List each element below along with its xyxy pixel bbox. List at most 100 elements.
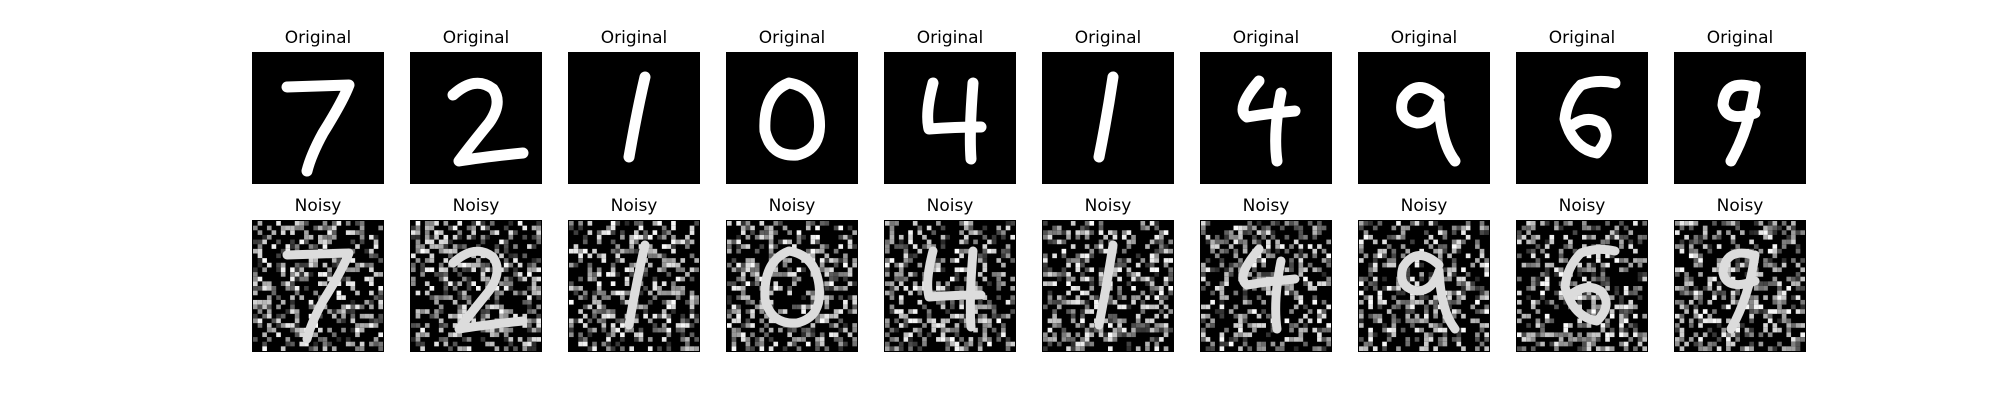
noise-pixel: [318, 225, 323, 231]
noise-pixel: [304, 276, 309, 282]
noise-pixel: [1540, 290, 1545, 296]
noise-pixel: [359, 346, 365, 351]
noise-pixel: [657, 327, 662, 333]
noise-pixel: [1289, 286, 1294, 291]
noise-pixel: [1061, 248, 1067, 254]
noise-pixel: [434, 230, 439, 235]
noise-pixel: [1266, 286, 1271, 291]
noise-pixel: [1052, 318, 1057, 324]
noise-pixel: [1763, 313, 1768, 319]
noise-pixel: [253, 225, 258, 231]
digit-image: [1200, 52, 1332, 184]
noise-pixel: [1154, 327, 1160, 333]
noise-pixel: [1214, 286, 1220, 291]
noise-pixel: [1437, 253, 1443, 259]
noise-pixel: [815, 341, 820, 347]
noise-pixel: [434, 341, 439, 347]
noise-pixel: [355, 323, 360, 328]
noise-pixel: [606, 313, 611, 319]
noise-pixel: [796, 267, 802, 273]
noise-pixel: [792, 327, 797, 333]
noise-pixel: [424, 309, 430, 314]
noise-pixel: [1070, 309, 1076, 314]
noise-pixel: [1530, 346, 1536, 351]
noise-pixel: [847, 225, 853, 231]
noise-pixel: [1791, 323, 1796, 328]
noise-pixel: [620, 248, 625, 254]
noise-pixel: [1777, 267, 1782, 273]
noise-pixel: [1447, 253, 1452, 259]
noise-pixel: [963, 239, 969, 245]
noise-pixel: [476, 262, 481, 268]
noise-pixel: [936, 281, 941, 286]
noise-pixel: [1410, 318, 1415, 324]
noise-pixel: [977, 346, 983, 351]
noise-pixel: [522, 346, 528, 351]
noise-pixel: [336, 290, 342, 296]
noise-pixel: [764, 332, 769, 338]
noise-pixel: [1475, 299, 1480, 305]
noise-pixel: [1089, 323, 1095, 328]
noise-pixel: [359, 225, 365, 231]
noise-pixel: [443, 286, 449, 291]
noise-pixel: [1424, 304, 1429, 310]
noise-pixel: [503, 225, 509, 231]
noise-pixel: [508, 221, 514, 226]
noise-pixel: [759, 327, 765, 333]
noise-pixel: [1298, 267, 1304, 273]
noise-pixel: [457, 313, 463, 319]
noise-pixel: [1359, 290, 1364, 296]
noise-pixel: [471, 281, 476, 286]
noise-pixel: [1777, 286, 1782, 291]
noise-pixel: [833, 286, 839, 291]
noise-pixel: [1145, 244, 1150, 249]
noise-pixel: [1795, 281, 1801, 286]
noise-pixel: [1517, 276, 1522, 282]
noise-pixel: [1688, 290, 1694, 296]
noise-pixel: [1359, 323, 1364, 328]
digit-stroke: [1271, 256, 1286, 334]
noise-pixel: [982, 225, 988, 231]
noise-pixel: [1056, 318, 1062, 324]
noise-pixel: [680, 286, 686, 291]
noise-pixel: [889, 221, 895, 226]
noise-pixel: [666, 272, 672, 277]
noise-pixel: [266, 295, 272, 300]
noise-pixel: [596, 299, 602, 305]
noise-pixel: [1117, 332, 1122, 338]
noise-pixel: [1303, 234, 1308, 240]
noise-pixel: [1224, 276, 1229, 282]
noise-pixel: [908, 337, 913, 342]
noise-pixel: [1242, 337, 1248, 342]
panel-title: Noisy: [1558, 196, 1606, 216]
noise-pixel: [308, 346, 314, 351]
noise-pixel: [1205, 221, 1211, 226]
noise-pixel: [294, 267, 300, 273]
noise-pixel: [1623, 286, 1629, 291]
noise-pixel: [1005, 225, 1011, 231]
digit-image: [1516, 220, 1648, 352]
noise-pixel: [1405, 304, 1411, 310]
panel-title: Original: [600, 28, 668, 48]
noise-pixel: [624, 290, 630, 296]
noise-pixel: [898, 309, 904, 314]
noise-pixel: [940, 244, 946, 249]
noise-pixel: [931, 318, 937, 324]
noise-pixel: [1554, 290, 1559, 296]
noise-pixel: [1098, 221, 1104, 226]
noise-pixel: [917, 346, 923, 351]
noise-pixel: [675, 290, 681, 296]
noise-pixel: [1242, 248, 1248, 254]
noise-pixel: [531, 290, 537, 296]
noise-pixel: [1084, 332, 1090, 338]
noise-pixel: [522, 225, 528, 231]
noise-pixel: [689, 313, 695, 319]
noise-pixel: [1726, 337, 1731, 342]
noise-pixel: [991, 234, 997, 240]
noise-pixel: [313, 262, 318, 268]
noise-pixel: [1535, 258, 1541, 263]
noise-pixel: [792, 281, 797, 286]
noise-pixel: [578, 225, 583, 231]
noise-pixel: [1777, 281, 1782, 286]
noise-pixel: [1266, 290, 1271, 296]
